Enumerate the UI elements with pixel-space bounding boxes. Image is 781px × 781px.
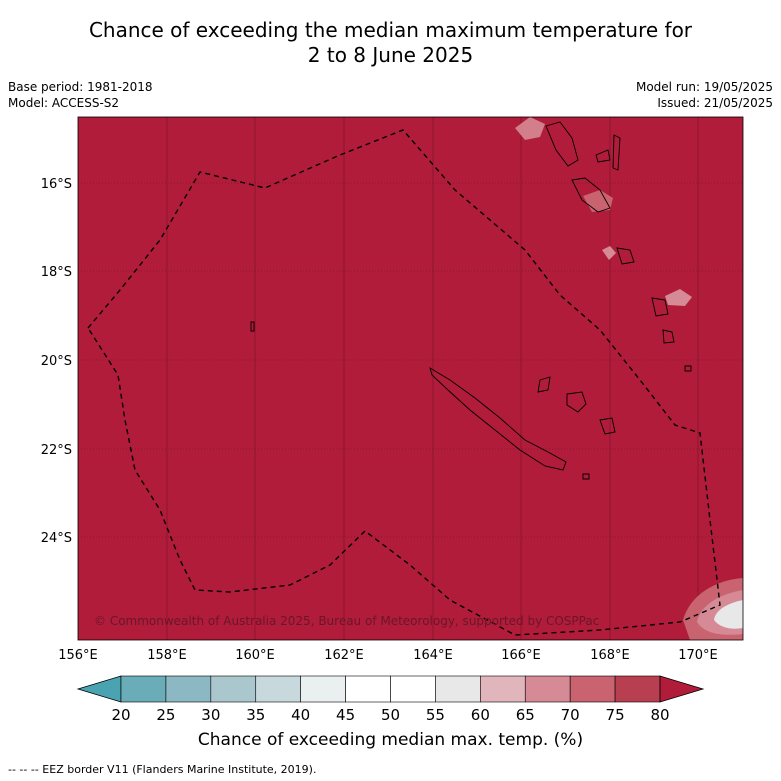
lon-label-168: 168°E xyxy=(590,648,630,663)
lat-label-24: 24°S xyxy=(41,531,72,546)
colorbar-segment-60 xyxy=(480,675,526,703)
lon-label-160: 160°E xyxy=(235,648,275,663)
map-gridlines-lon xyxy=(166,117,699,640)
probability-patches xyxy=(515,117,743,640)
colorbar-tick-70: 70 xyxy=(561,706,580,724)
colorbar-segment-50 xyxy=(390,675,436,703)
landmasses xyxy=(250,121,692,480)
patch-small xyxy=(602,246,616,260)
colorbar-tick-65: 65 xyxy=(516,706,535,724)
colorbar-tick-35: 35 xyxy=(246,706,265,724)
meta-left: Base period: 1981-2018 Model: ACCESS-S2 xyxy=(8,79,153,111)
vanuatu-island-5 xyxy=(616,247,635,265)
chart-title: Chance of exceeding the median maximum t… xyxy=(0,18,781,68)
lat-label-16: 16°S xyxy=(41,177,72,192)
colorbar-under-arrow xyxy=(76,675,122,703)
vanuatu-island-4 xyxy=(612,134,621,171)
loyalty-islands-1 xyxy=(537,376,551,393)
lon-label-164: 164°E xyxy=(413,648,453,663)
lon-label-156: 156°E xyxy=(58,648,98,663)
colorbar-over-arrow xyxy=(659,675,705,703)
base-period-label: Base period: 1981-2018 xyxy=(8,80,153,94)
colorbar-tick-30: 30 xyxy=(201,706,220,724)
colorbar-segment-25 xyxy=(165,675,212,703)
lat-label-18: 18°S xyxy=(41,265,72,280)
colorbar-tick-20: 20 xyxy=(111,706,130,724)
colorbar-label: Chance of exceeding median max. temp. (%… xyxy=(197,730,584,750)
small-island-2 xyxy=(684,365,692,372)
colorbar-segment-65 xyxy=(524,675,571,703)
lat-label-20: 20°S xyxy=(41,354,72,369)
footer-legend: -- -- -- EEZ border V11 (Flanders Marine… xyxy=(8,763,317,776)
colorbar-tick-75: 75 xyxy=(606,706,625,724)
map-frame xyxy=(77,116,744,641)
colorbar-tick-55: 55 xyxy=(426,706,445,724)
map-copyright: © Commonwealth of Australia 2025, Bureau… xyxy=(94,614,599,628)
meta-right: Model run: 19/05/2025 Issued: 21/05/2025 xyxy=(636,79,773,111)
vanuatu-island-6 xyxy=(651,297,669,317)
model-run-label: Model run: 19/05/2025 xyxy=(635,80,773,94)
colorbar-segment-70 xyxy=(569,675,616,703)
colorbar-segment-35 xyxy=(255,675,301,703)
lon-label-162: 162°E xyxy=(324,648,364,663)
colorbar-tick-45: 45 xyxy=(336,706,355,724)
loyalty-islands-2 xyxy=(566,391,587,413)
colorbar-tick-60: 60 xyxy=(471,706,490,724)
vanuatu-island-7 xyxy=(662,329,675,344)
patch-east xyxy=(665,289,692,306)
colorbar-segment-40 xyxy=(300,675,346,703)
colorbar-tick-80: 80 xyxy=(650,706,669,724)
eez-border xyxy=(87,129,721,636)
lon-label-166: 166°E xyxy=(501,648,541,663)
new-caledonia-outline xyxy=(429,367,567,471)
patch-southeast-3 xyxy=(714,600,743,629)
colorbar: 20 25 30 35 40 45 50 55 60 65 70 75 80 xyxy=(76,675,705,724)
lat-labels: 16°S 18°S 20°S 22°S 24°S xyxy=(41,177,72,546)
lon-label-158: 158°E xyxy=(147,648,187,663)
colorbar-segment-30 xyxy=(210,675,257,703)
vanuatu-island-1 xyxy=(545,121,579,167)
colorbar-tick-25: 25 xyxy=(156,706,175,724)
map-background xyxy=(78,117,743,640)
small-island-3 xyxy=(250,321,255,332)
lon-labels: 156°E 158°E 160°E 162°E 164°E 166°E 168°… xyxy=(58,648,718,663)
title-line-2: 2 to 8 June 2025 xyxy=(307,43,474,67)
colorbar-segment-75 xyxy=(614,675,661,703)
patch-north xyxy=(515,117,545,140)
issued-label: Issued: 21/05/2025 xyxy=(657,96,773,110)
small-island-1 xyxy=(582,473,590,480)
loyalty-islands-3 xyxy=(599,417,616,435)
colorbar-segment-45 xyxy=(345,675,391,703)
colorbar-tick-40: 40 xyxy=(291,706,310,724)
colorbar-segment-20 xyxy=(120,675,167,703)
model-label: Model: ACCESS-S2 xyxy=(8,96,120,110)
colorbar-segment-55 xyxy=(435,675,481,703)
title-line-1: Chance of exceeding the median maximum t… xyxy=(88,18,693,42)
lon-label-170: 170°E xyxy=(678,648,718,663)
lat-label-22: 22°S xyxy=(41,443,72,458)
vanuatu-island-3 xyxy=(595,149,611,163)
vanuatu-island-2 xyxy=(571,177,611,213)
colorbar-tick-50: 50 xyxy=(381,706,400,724)
